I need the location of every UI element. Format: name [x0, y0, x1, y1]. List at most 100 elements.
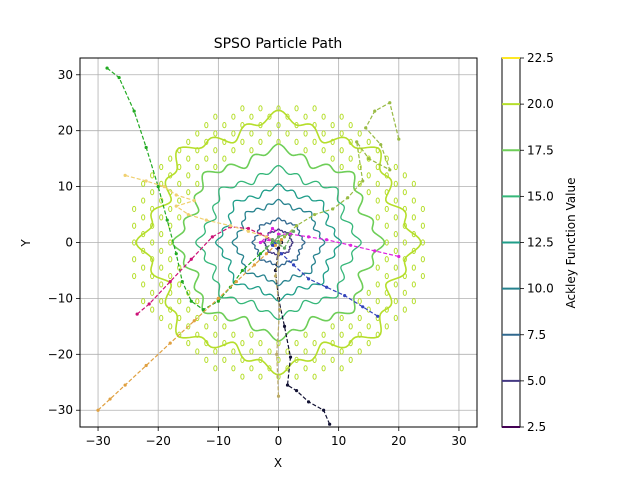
particle-path-line: [274, 242, 281, 397]
particle-path-point: [328, 422, 332, 426]
contour-blob: [195, 147, 200, 154]
particle-path-point: [105, 66, 109, 70]
contour-blob: [321, 130, 326, 137]
contour-blob: [294, 105, 299, 112]
particle-path-point: [349, 243, 353, 247]
particle-path-point: [282, 246, 287, 250]
particle-path-point: [322, 408, 326, 412]
particle-path-line: [124, 174, 279, 244]
contour-blob: [186, 323, 191, 330]
contour-blob: [150, 306, 155, 313]
contour-blob: [357, 180, 362, 187]
contour-blob: [150, 205, 155, 213]
contour-blob: [141, 264, 146, 271]
contour-blob: [222, 323, 227, 330]
particle-path-point: [144, 145, 148, 150]
particle-path-point: [373, 249, 377, 253]
contour-blob: [339, 314, 344, 322]
contour-blob: [186, 289, 191, 296]
particle-path-point: [264, 246, 269, 250]
colorbar-tick-label: 7.5: [527, 328, 546, 342]
contour-blob: [357, 163, 362, 171]
contour-blob: [339, 113, 344, 120]
particle-path-point: [294, 224, 299, 228]
particle-path-point: [361, 305, 365, 309]
contour-blob: [222, 121, 227, 129]
y-tick-label: −30: [48, 403, 73, 417]
colorbar-tick-label: 17.5: [527, 143, 554, 157]
particle-path-point: [144, 179, 148, 183]
particle-path-point: [273, 274, 278, 278]
contour-blob: [186, 189, 191, 196]
contour-blob: [366, 189, 371, 196]
contour-blob: [159, 298, 164, 305]
contour-blob: [321, 147, 326, 154]
contour-blob: [177, 163, 182, 171]
colorbar-tick-label: 20.0: [527, 97, 554, 111]
particle-paths: [96, 66, 401, 426]
contour-blob: [177, 147, 182, 154]
contour-layer: [132, 105, 425, 380]
y-tick-label: −20: [48, 347, 73, 361]
contour-blob: [240, 105, 245, 112]
particle-path-point: [156, 184, 160, 189]
contour-blob: [132, 272, 137, 280]
contour-blob: [357, 331, 362, 338]
contour-blob: [213, 130, 218, 137]
contour-blob: [411, 197, 416, 204]
y-tick-label: 30: [58, 68, 73, 82]
particle-path-point: [279, 252, 284, 256]
x-tick-label: −10: [206, 434, 231, 448]
particle-path-point: [168, 341, 172, 345]
particle-path-point: [168, 280, 172, 284]
colorbar-tick-label: 10.0: [527, 282, 554, 296]
contour-blob: [294, 138, 299, 145]
particle-path-point: [240, 268, 245, 273]
particle-path-point: [204, 218, 208, 222]
contour-blob: [411, 247, 416, 254]
particle-path-point: [192, 198, 196, 203]
contour-line: [231, 198, 326, 287]
contour-blob: [231, 331, 236, 338]
particle-path-point: [174, 193, 178, 197]
contour-blob: [195, 348, 200, 355]
particle-path-point: [270, 243, 275, 247]
particle-path-point: [252, 263, 257, 267]
contour-blob: [348, 323, 353, 330]
contour-blob: [366, 289, 371, 296]
particle-path-point: [275, 352, 279, 356]
contour-blob: [402, 189, 407, 196]
contour-blob: [411, 231, 416, 238]
contour-blob: [411, 180, 416, 187]
particle-path-point: [186, 212, 190, 217]
contour-blob: [348, 340, 353, 347]
contour-blob: [303, 348, 308, 355]
contour-blob: [177, 214, 182, 221]
contour-blob: [303, 147, 308, 154]
contour-blob: [411, 264, 416, 271]
contour-blob: [393, 264, 398, 271]
contour-blob: [168, 323, 173, 330]
contour-blob: [159, 247, 164, 254]
colorbar-tick-label: 2.5: [527, 420, 546, 434]
contour-blob: [303, 331, 308, 338]
contour-blob: [357, 298, 362, 305]
contour-blob: [186, 340, 191, 347]
contour-blob: [132, 239, 137, 246]
contour-blob: [204, 138, 209, 145]
contour-blob: [339, 365, 344, 372]
contour-blob: [276, 121, 281, 129]
contour-blob: [213, 314, 218, 322]
contour-blob: [411, 298, 416, 305]
colorbar-tick-label: 5.0: [527, 374, 546, 388]
contour-blob: [213, 365, 218, 372]
contour-blob: [375, 180, 380, 187]
contour-blob: [375, 281, 380, 288]
contour-blob: [132, 205, 137, 213]
colorbar-tick-label: 15.0: [527, 189, 554, 203]
contour-blob: [375, 197, 380, 204]
contour-blob: [222, 356, 227, 364]
contour-blob: [150, 222, 155, 229]
contour-blob: [231, 348, 236, 355]
contour-blob: [240, 373, 245, 380]
